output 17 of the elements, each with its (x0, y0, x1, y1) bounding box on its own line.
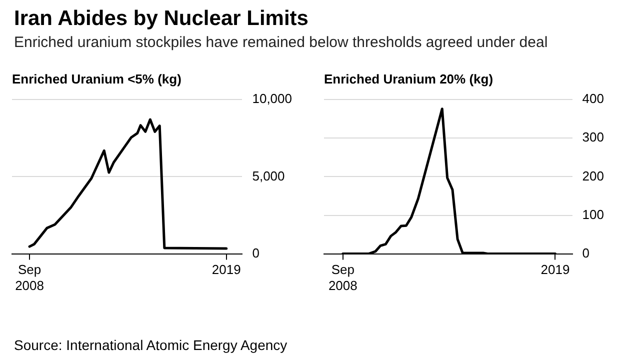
x-tick-label: Sep 2008 (15, 262, 44, 293)
x-tick-label: Sep 2008 (328, 262, 358, 293)
text: Iran Abides by Nuclear Limits (14, 6, 310, 32)
source-note: Source: International Atomic Energy Agency (14, 336, 288, 354)
y-tick-label: 100 (582, 206, 604, 222)
y-tick-label: 400 (582, 91, 604, 106)
y-tick-label: 0 (252, 245, 260, 260)
chart-title: Enriched Uranium 20% (kg) (324, 71, 494, 86)
x-tick-label: 2019 (540, 262, 570, 278)
text: Enriched uranium stockpiles have remained below thresholds agreed under deal (14, 33, 548, 53)
y-tick-label: 0 (582, 245, 590, 260)
y-tick-label: 5,000 (252, 168, 285, 184)
y-tick-label: 300 (582, 130, 604, 145)
x-tick-label: 2019 (212, 262, 241, 278)
chart-title: Enriched Uranium <5% (kg) (12, 71, 182, 86)
y-tick-label: 200 (582, 168, 604, 184)
y-tick-label: 10,000 (252, 91, 292, 106)
